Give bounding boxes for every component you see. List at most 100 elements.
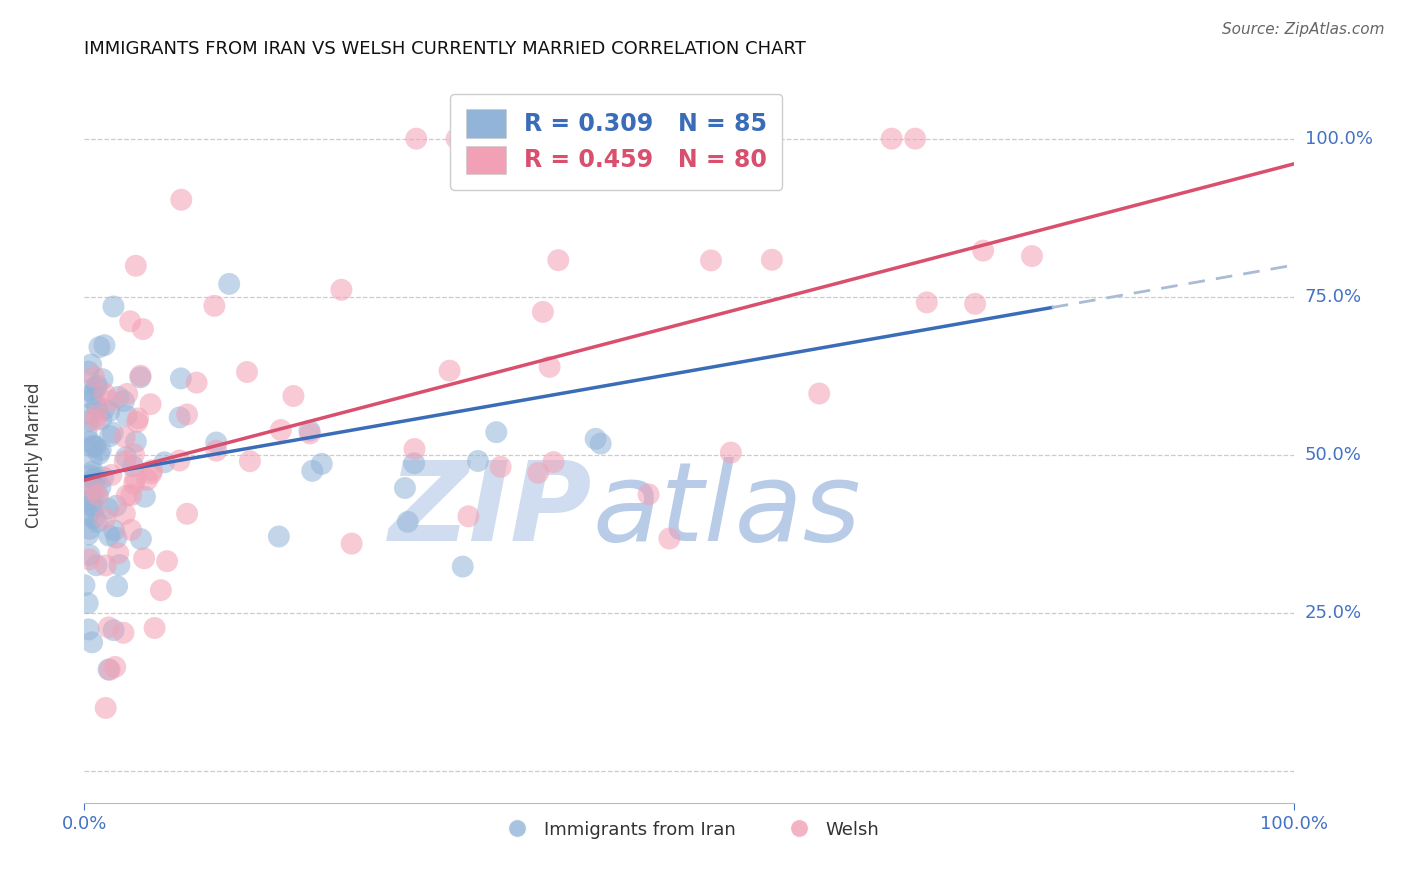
Point xyxy=(301,464,323,478)
Point xyxy=(531,305,554,319)
Point xyxy=(1021,249,1043,263)
Point xyxy=(77,384,100,398)
Point xyxy=(124,471,146,485)
Point xyxy=(93,402,115,417)
Point xyxy=(543,455,565,469)
Point xyxy=(82,465,104,479)
Point xyxy=(394,481,416,495)
Point xyxy=(82,386,104,401)
Point xyxy=(205,443,228,458)
Point xyxy=(143,621,166,635)
Point xyxy=(103,623,125,637)
Point xyxy=(79,522,101,536)
Point xyxy=(79,548,101,562)
Point xyxy=(107,390,129,404)
Point xyxy=(105,531,128,545)
Point xyxy=(136,473,159,487)
Point xyxy=(298,426,321,441)
Point xyxy=(122,459,145,474)
Point xyxy=(489,459,512,474)
Point xyxy=(89,480,111,494)
Point xyxy=(129,370,152,384)
Point xyxy=(156,554,179,568)
Point xyxy=(134,551,156,566)
Point xyxy=(205,435,228,450)
Legend: Immigrants from Iran, Welsh: Immigrants from Iran, Welsh xyxy=(491,814,887,846)
Point xyxy=(80,440,103,454)
Point xyxy=(340,536,363,550)
Point xyxy=(75,425,97,440)
Point xyxy=(127,411,149,425)
Point xyxy=(105,579,128,593)
Point xyxy=(169,453,191,467)
Point xyxy=(79,468,101,483)
Point xyxy=(129,532,152,546)
Point xyxy=(125,434,148,449)
Point xyxy=(94,701,117,715)
Point xyxy=(585,432,607,446)
Point xyxy=(311,457,333,471)
Point xyxy=(700,253,723,268)
Point xyxy=(396,515,419,529)
Point xyxy=(637,487,659,501)
Point xyxy=(134,490,156,504)
Point xyxy=(808,386,831,401)
Point xyxy=(404,456,426,470)
Point xyxy=(86,378,108,392)
Point xyxy=(404,442,426,456)
Point xyxy=(120,488,142,502)
Point xyxy=(103,524,125,538)
Point xyxy=(589,436,612,450)
Point xyxy=(115,387,138,401)
Point xyxy=(77,623,100,637)
Point xyxy=(176,408,198,422)
Point xyxy=(516,131,538,145)
Text: 50.0%: 50.0% xyxy=(1305,446,1361,464)
Point xyxy=(97,620,120,634)
Point xyxy=(114,454,136,468)
Point xyxy=(76,596,98,610)
Point xyxy=(84,380,107,394)
Point xyxy=(100,468,122,483)
Point xyxy=(153,455,176,469)
Point xyxy=(236,365,259,379)
Point xyxy=(114,430,136,444)
Point xyxy=(97,663,120,677)
Point xyxy=(176,507,198,521)
Point xyxy=(105,499,128,513)
Point xyxy=(451,559,474,574)
Point xyxy=(77,365,100,379)
Point xyxy=(538,359,561,374)
Point xyxy=(141,467,163,481)
Point xyxy=(139,397,162,411)
Point xyxy=(90,443,112,458)
Point xyxy=(114,507,136,521)
Point xyxy=(80,392,103,406)
Point xyxy=(115,488,138,502)
Point xyxy=(170,193,193,207)
Point xyxy=(79,414,101,428)
Point xyxy=(658,532,681,546)
Point xyxy=(761,252,783,267)
Point xyxy=(965,297,987,311)
Point xyxy=(97,501,120,516)
Point xyxy=(89,447,111,461)
Text: 25.0%: 25.0% xyxy=(1305,604,1362,622)
Point xyxy=(83,500,105,514)
Point xyxy=(86,558,108,573)
Point xyxy=(120,314,142,328)
Text: Source: ZipAtlas.com: Source: ZipAtlas.com xyxy=(1222,22,1385,37)
Point xyxy=(129,368,152,383)
Point xyxy=(94,511,117,525)
Point xyxy=(170,371,193,385)
Point xyxy=(80,358,103,372)
Text: 100.0%: 100.0% xyxy=(1305,129,1372,148)
Point xyxy=(107,546,129,560)
Point xyxy=(915,295,938,310)
Point xyxy=(93,338,115,352)
Point xyxy=(86,409,108,423)
Point xyxy=(972,244,994,258)
Point xyxy=(104,660,127,674)
Point xyxy=(405,131,427,145)
Point xyxy=(73,578,96,592)
